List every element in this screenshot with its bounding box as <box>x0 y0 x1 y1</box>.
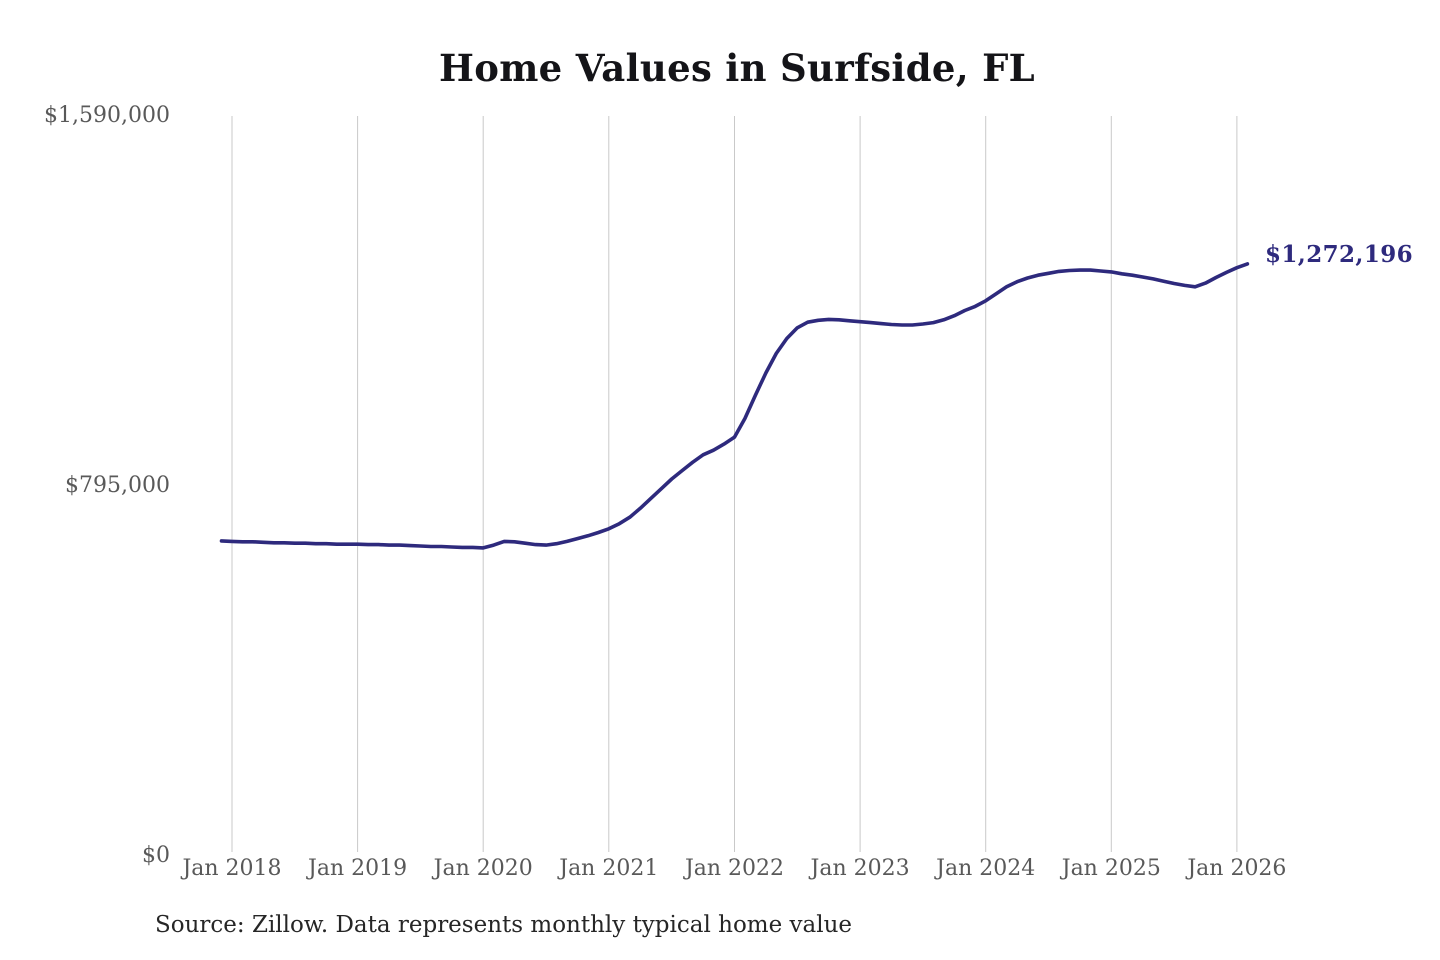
y-axis-label: $795,000 <box>65 473 170 498</box>
y-axis-label: $1,590,000 <box>44 103 170 128</box>
x-axis-label: Jan 2018 <box>182 856 282 881</box>
x-axis-label: Jan 2022 <box>684 856 785 881</box>
chart-title: Home Values in Surfside, FL <box>438 46 1036 90</box>
x-axis-label: Jan 2025 <box>1061 856 1161 881</box>
x-axis-label: Jan 2020 <box>433 856 533 881</box>
x-axis-label: Jan 2021 <box>559 856 659 881</box>
y-axis-label: $0 <box>142 843 170 868</box>
latest-value-label: $1,272,196 <box>1265 241 1414 268</box>
x-axis-label: Jan 2024 <box>936 856 1036 881</box>
x-axis-label: Jan 2019 <box>308 856 408 881</box>
x-axis-label: Jan 2026 <box>1187 856 1287 881</box>
source-note: Source: Zillow. Data represents monthly … <box>155 912 853 938</box>
x-axis-label: Jan 2023 <box>810 856 910 881</box>
home-value-line-series <box>219 262 1250 550</box>
vertical-gridlines <box>231 116 1238 852</box>
